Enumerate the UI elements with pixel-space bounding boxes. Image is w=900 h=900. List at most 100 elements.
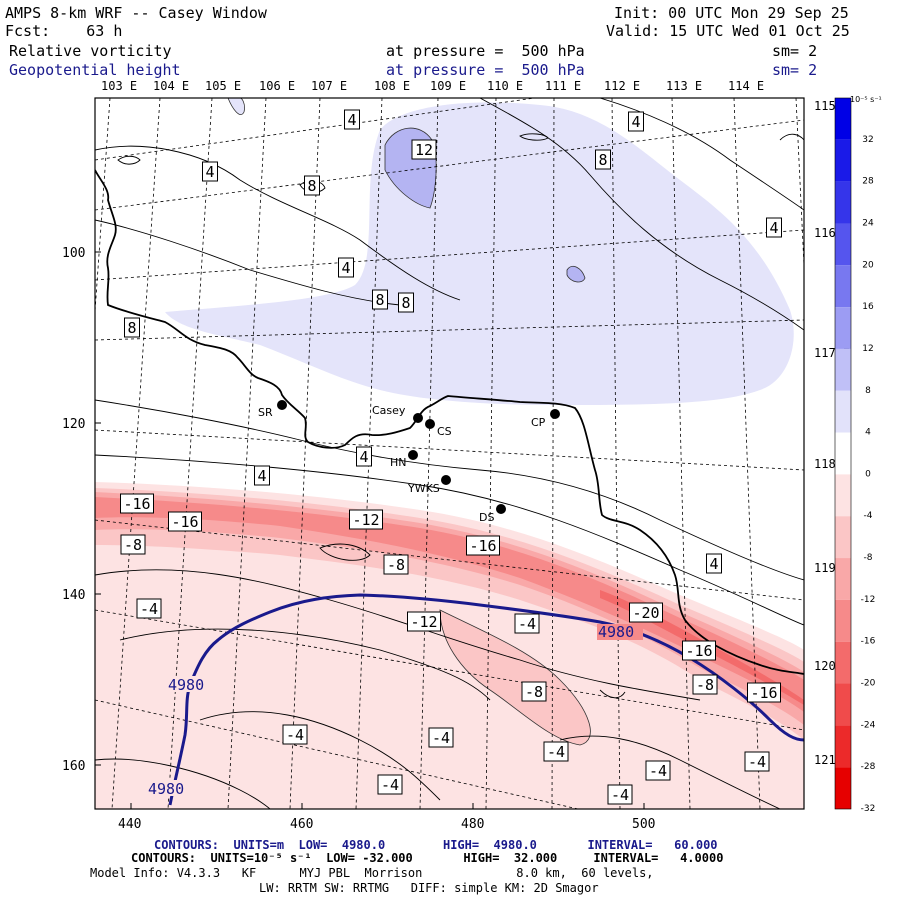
colorbar-label: -4 [864, 511, 873, 521]
vorticity-label: -16 [685, 642, 712, 660]
station-marker [408, 450, 418, 460]
vorticity-label: 4 [257, 467, 266, 485]
vorticity-label-box [407, 611, 441, 632]
vorticity-label-box [349, 509, 383, 530]
colorbar-label: 20 [862, 260, 874, 270]
field1-level: at pressure = 500 hPa [386, 42, 585, 60]
station-label: HN [390, 456, 407, 469]
field2-level: at pressure = 500 hPa [386, 61, 585, 79]
colorbar-swatch [835, 265, 851, 308]
vorticity-label-box [202, 161, 218, 182]
vorticity-label-box [372, 289, 388, 310]
station-label: YWKS [407, 482, 440, 495]
vorticity-label: -4 [140, 600, 158, 618]
colorbar-label: -16 [861, 637, 876, 647]
colorbar-label: 12 [862, 344, 873, 354]
colorbar-label: 16 [862, 302, 874, 312]
station-label: CS [437, 425, 452, 438]
x-tick-label: 440 [118, 817, 141, 832]
colorbar-swatch [835, 348, 851, 391]
station-label: CP [531, 416, 546, 429]
vorticity-fill-negative-lobe [439, 609, 591, 746]
lon-label-top: 104 E [153, 79, 189, 93]
vorticity-label: -12 [352, 511, 379, 529]
station-marker [441, 475, 451, 485]
colorbar: 32 28 24 20 16 12 8 4 0 -4 -8 -12 -16 -20 -24 -28 -32 [834, 97, 876, 814]
vorticity-label: -16 [171, 513, 198, 531]
vorticity-label: 4 [359, 448, 368, 466]
colorbar-swatch [835, 223, 851, 266]
vorticity-label: -8 [387, 556, 405, 574]
vorticity-label: -16 [469, 537, 496, 555]
vorticity-label-box [304, 175, 320, 196]
colorbar-swatch [835, 683, 851, 726]
vorticity-label-box [398, 292, 414, 313]
valid-time: Valid: 15 UTC Wed 01 Oct 25 [606, 22, 850, 40]
lon-label-top: 111 E [545, 79, 581, 93]
vorticity-label: 4 [341, 259, 350, 277]
vorticity-label: -4 [547, 743, 565, 761]
vorticity-fill-positive-small [566, 265, 586, 283]
colorbar-label: -32 [861, 804, 876, 814]
y-tick-label: 160 [62, 759, 85, 774]
vorticity-label: -16 [750, 684, 777, 702]
vorticity-label: -20 [632, 604, 659, 622]
vorticity-label-box [628, 111, 644, 132]
vorticity-label-box [629, 602, 663, 623]
lon-label-top: 106 E [259, 79, 295, 93]
vorticity-label-box [682, 640, 716, 661]
vorticity-label-box [344, 109, 360, 130]
colorbar-swatch [835, 307, 851, 349]
vorticity-label: -16 [123, 495, 150, 513]
colorbar-swatch [835, 98, 851, 140]
field2-smooth: sm= 2 [772, 61, 818, 79]
vorticity-label-box [747, 682, 781, 703]
vorticity-label-box [706, 553, 722, 574]
vorticity-label: -4 [611, 786, 629, 804]
footer-model-info: Model Info: V4.3.3 KF MYJ PBL Morrison 8… [90, 866, 654, 880]
x-tick-label: 500 [632, 817, 655, 832]
vorticity-label: -8 [124, 536, 142, 554]
colorbar-swatch [835, 767, 851, 809]
x-tick-label: 460 [290, 817, 313, 832]
colorbar-label: 4 [865, 428, 871, 438]
vorticity-label-box [120, 534, 146, 555]
station-marker [413, 413, 423, 423]
vorticity-label: -8 [525, 683, 543, 701]
colorbar-swatch [835, 390, 851, 433]
vorticity-label: 8 [307, 177, 316, 195]
colorbar-label: -24 [861, 720, 876, 730]
station-label: SR [258, 406, 273, 419]
vorticity-label-box [282, 724, 308, 745]
forecast-hour: Fcst: 63 h [5, 22, 123, 40]
field1-name: Relative vorticity [9, 42, 172, 60]
vorticity-label-box [514, 613, 540, 634]
vorticity-fill-positive-corner [227, 98, 245, 115]
colorbar-swatch [835, 139, 851, 182]
vorticity-label-box [168, 511, 202, 532]
lon-label-top: 113 E [666, 79, 702, 93]
vorticity-label: -4 [518, 615, 536, 633]
vorticity-fill-negative-16 [95, 497, 804, 712]
x-tick-label: 480 [461, 817, 484, 832]
vorticity-label-box [543, 741, 569, 762]
colorbar-swatch [835, 516, 851, 559]
vorticity-label: -8 [696, 676, 714, 694]
colorbar-label: 8 [865, 386, 871, 396]
vorticity-label-box [120, 493, 154, 514]
vorticity-label-box [521, 681, 547, 702]
height-label: 4980 [598, 623, 634, 641]
y-tick-label: 120 [62, 417, 85, 432]
station-marker [496, 504, 506, 514]
colorbar-label: 32 [862, 135, 873, 145]
vorticity-fill-negative-8 [95, 488, 804, 740]
colorbar-swatch [835, 558, 851, 600]
field1-smooth: sm= 2 [772, 42, 818, 60]
vorticity-label: 4 [347, 111, 356, 129]
coastline [95, 169, 804, 675]
product-title: AMPS 8-km WRF -- Casey Window [5, 4, 267, 22]
colorbar-label: 0 [865, 469, 871, 479]
vorticity-label-box [428, 727, 454, 748]
colorbar-unit: 10⁻⁵ s⁻¹ [850, 95, 882, 104]
